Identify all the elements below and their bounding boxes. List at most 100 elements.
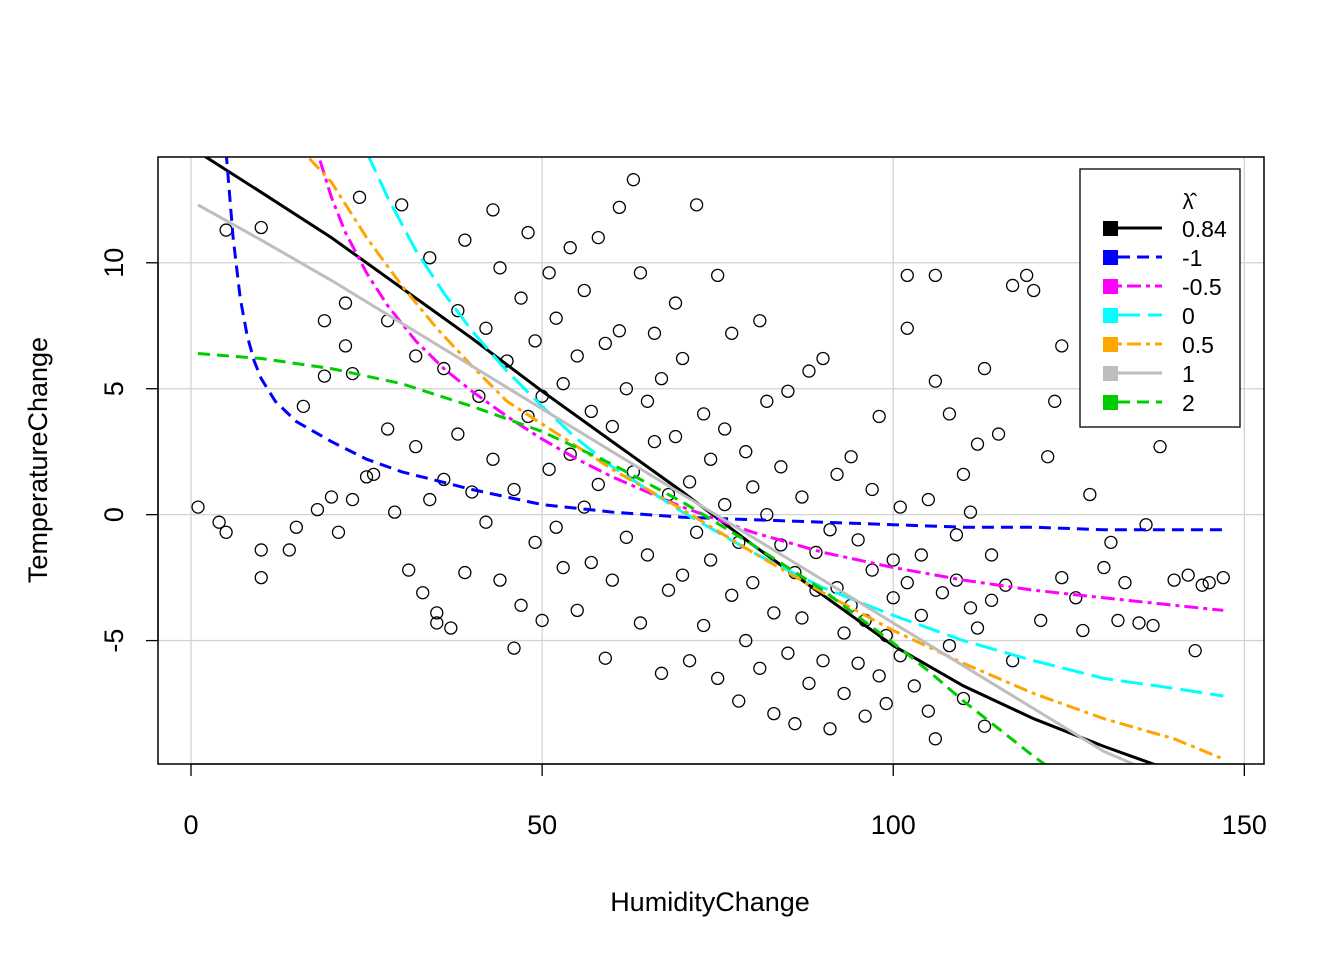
data-point [254,543,268,557]
data-point [331,525,346,539]
legend-label: -1 [1182,245,1202,271]
data-point [605,573,619,587]
data-point [619,382,634,396]
data-point [893,500,907,514]
data-point [380,422,395,436]
data-point [921,704,935,718]
data-point [851,656,865,670]
data-point [310,502,325,517]
data-point [1069,591,1083,605]
data-point [458,565,472,580]
data-point [521,409,535,424]
data-point [472,389,486,403]
data-point [1055,339,1069,353]
data-point [668,296,683,310]
y-tick-label: -5 [99,629,129,653]
fit-line-2 [197,352,1047,764]
data-point [451,427,465,441]
fit-line-0 [367,157,1224,698]
data-point [739,445,753,459]
data-point [577,500,591,514]
data-point [760,394,774,408]
data-point [746,576,760,590]
data-point [507,641,521,655]
data-point [577,283,591,298]
data-point [416,586,430,600]
data-point [395,198,409,212]
data-point [928,732,943,746]
data-point [486,203,500,217]
data-point [661,583,676,597]
data-point [914,608,928,623]
data-point [872,669,886,683]
data-point [753,314,767,328]
data-point [682,475,697,489]
data-point [809,545,823,560]
data-point [872,409,886,424]
y-axis: -5 0 5 10 [99,248,159,653]
data-point [984,593,999,607]
data-point [1076,623,1090,638]
data-point [788,717,802,731]
x-tick-label: 50 [527,810,557,840]
data-point [338,339,353,353]
data-point [703,452,718,466]
data-point [402,563,416,577]
data-point [423,251,437,265]
data-point [451,303,465,318]
data-point [886,591,900,605]
legend-label: 1 [1182,361,1195,387]
data-point [212,515,226,529]
data-point [963,601,978,615]
data-point [689,525,704,539]
x-tick-label: 150 [1222,810,1267,840]
data-point [795,611,809,625]
data-point [352,190,367,204]
data-point [254,570,268,585]
data-point [703,553,718,567]
data-point [647,326,662,340]
fit-line-0_84 [203,157,1158,764]
data-point [781,646,795,660]
data-point [1202,576,1216,590]
data-point [879,696,893,711]
data-point [598,651,612,665]
data-point [626,173,641,187]
data-point [1027,283,1041,298]
data-point [837,626,851,640]
x-axis-label: HumidityChange [610,887,810,917]
data-point [718,422,732,436]
data-point [493,573,507,587]
data-point [633,266,648,280]
data-point [725,588,739,602]
data-point [774,460,788,474]
legend-label: 0.5 [1182,332,1214,358]
data-point [1118,576,1132,590]
data-point [359,470,374,484]
data-point [591,230,605,245]
data-point [1111,613,1125,628]
data-point [366,467,381,482]
data-point [409,439,423,454]
data-point [338,296,353,310]
data-point [851,533,865,547]
data-point [900,576,914,590]
legend-label: 2 [1182,390,1195,416]
legend-box [1079,168,1241,428]
data-point [640,548,655,562]
data-point [718,497,732,512]
data-point [977,719,992,733]
data-point [549,520,563,534]
fit-lines [197,157,1224,764]
y-tick-label: 10 [99,248,129,278]
data-point [324,490,339,504]
data-point [430,616,444,630]
y-axis-label: TemperatureChange [23,337,53,583]
data-point [1055,570,1069,585]
data-point [844,450,858,464]
data-point [767,606,781,620]
data-point [970,437,985,451]
legend-label: -0.5 [1182,274,1222,300]
data-point [535,613,549,628]
